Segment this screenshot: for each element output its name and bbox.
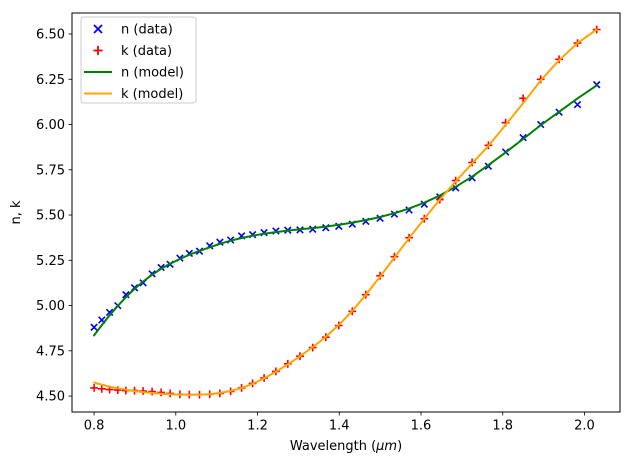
x-axis-tick-label: 0.8: [84, 419, 105, 434]
x-axis-tick-label: 1.2: [247, 419, 268, 434]
y-axis-tick-label: 4.50: [36, 390, 65, 405]
legend-entry-label: k (data): [121, 44, 172, 59]
y-axis-tick-label: 6.50: [36, 28, 65, 43]
y-axis-tick-label: 6.25: [36, 73, 65, 88]
x-axis-tick-label: 1.6: [411, 419, 432, 434]
axis-labels: Wavelength (μm) n, k: [9, 200, 402, 454]
x-axis-tick-label: 1.0: [165, 419, 186, 434]
y-axis-tick-label: 4.75: [36, 344, 65, 359]
axes: 0.8 1.0 1.2 1.4 1.6 1.8 2.0 4.50 4.75 5.00 5.25 5.5…: [36, 12, 621, 434]
y-axis-tick-label: 5.00: [36, 299, 65, 314]
y-axis-label: n, k: [9, 200, 24, 225]
legend-entry-label: n (data): [121, 23, 173, 38]
n-model-line: [93, 84, 598, 337]
legend-entry-label: n (model): [121, 66, 184, 81]
y-axis-tick-label: 5.50: [36, 209, 65, 224]
k-model-line: [93, 28, 598, 396]
legend-marker-k-data: [93, 45, 103, 56]
x-axis-label: Wavelength (μm): [290, 439, 402, 454]
x-axis-tick-label: 1.8: [492, 419, 513, 434]
legend-entry-label: k (model): [121, 87, 183, 102]
legend-marker-n-data: [93, 24, 103, 34]
y-axis-tick-label: 5.25: [36, 254, 65, 269]
x-axis-tick-label: 2.0: [574, 419, 595, 434]
y-axis-tick-label: 5.75: [36, 163, 65, 178]
x-axis-tick-label: 1.4: [329, 419, 350, 434]
axes-spines: [71, 12, 621, 413]
legend-box: [80, 16, 197, 104]
legend: n (data) k (data) n (model) k (model): [80, 16, 197, 104]
y-axis-tick-label: 6.00: [36, 118, 65, 133]
plot-area: [90, 25, 601, 399]
